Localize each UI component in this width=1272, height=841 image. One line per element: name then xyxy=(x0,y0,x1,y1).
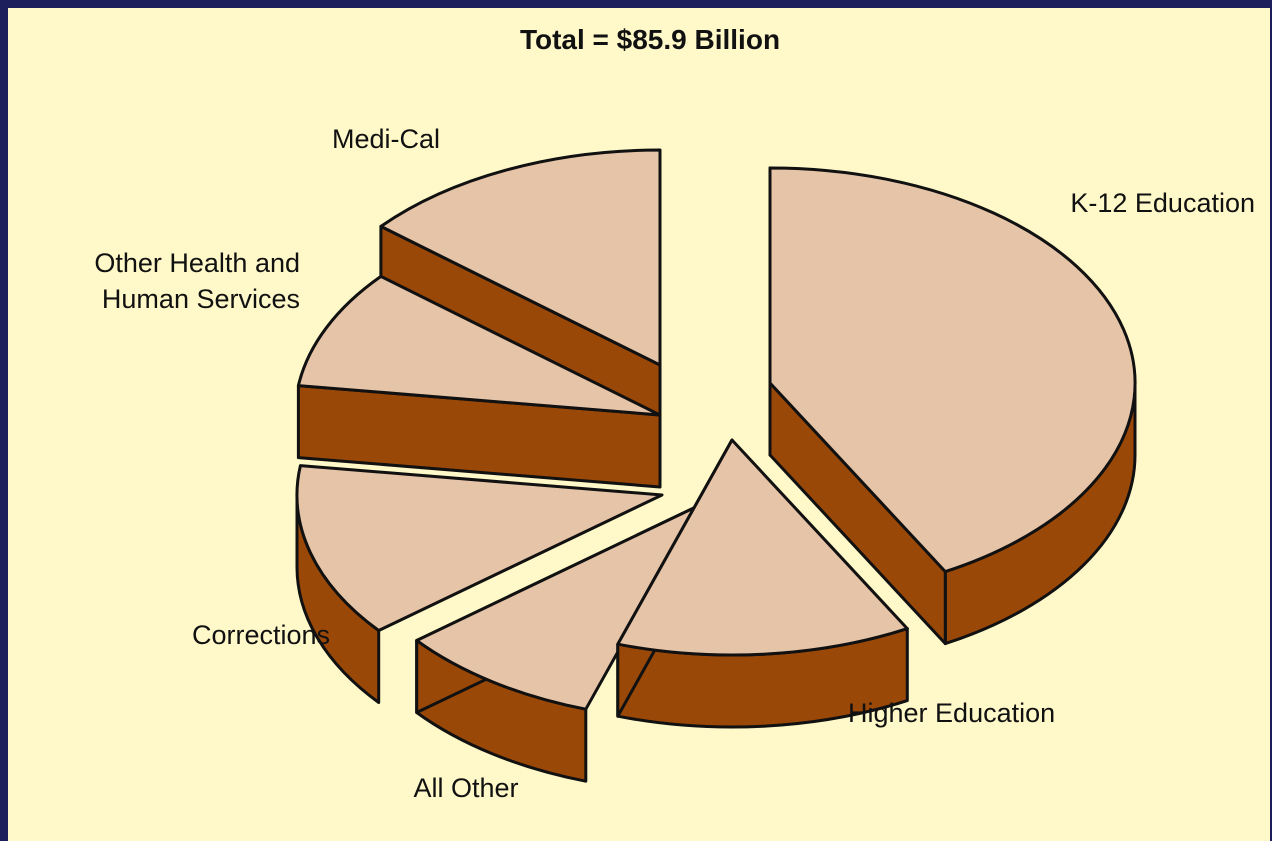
slice-other-health-and-human-services xyxy=(296,274,662,489)
label-higher-education: Higher Education xyxy=(848,698,1055,728)
slice-top xyxy=(415,503,702,711)
label-medi-cal: Medi-Cal xyxy=(332,124,440,154)
labels-layer: K-12 Education Higher Education All Other C… xyxy=(94,124,1255,803)
label-other-health-and-human-services: Other Health and Human Services xyxy=(94,248,300,314)
slice-all-other xyxy=(415,503,702,783)
label-all-other: All Other xyxy=(413,773,518,803)
slice-k-12-education xyxy=(768,166,1137,646)
label-corrections: Corrections xyxy=(192,620,330,650)
slice-top xyxy=(616,438,909,657)
slice-higher-education xyxy=(616,438,909,729)
slice-top xyxy=(296,274,662,417)
slices-layer xyxy=(295,148,1137,783)
label-k-12-education: K-12 Education xyxy=(1070,188,1255,218)
slice-top xyxy=(379,148,662,367)
slice-corrections xyxy=(295,464,664,704)
chart-title: Total = $85.9 Billion xyxy=(520,24,780,55)
slice-top xyxy=(295,464,664,632)
slice-top xyxy=(768,166,1137,574)
